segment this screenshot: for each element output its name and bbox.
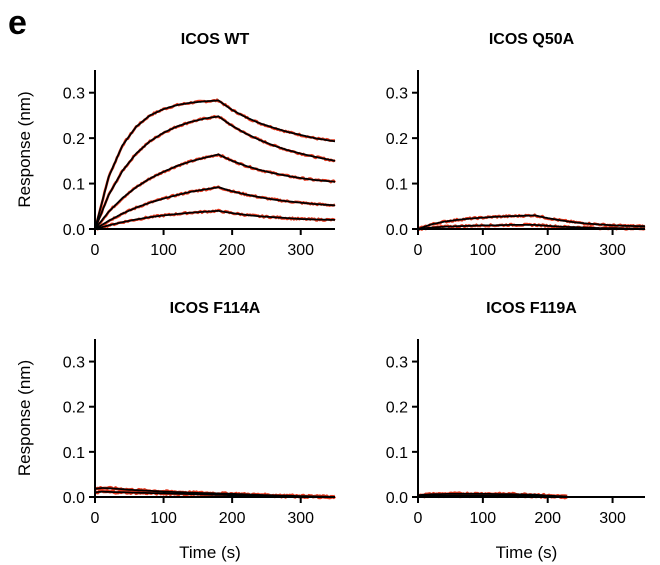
x-axis-label-icos-f114a: Time (s)	[179, 543, 241, 562]
y-tick-label: 0.2	[63, 131, 85, 148]
x-tick-label: 100	[470, 242, 497, 259]
x-tick-label: 200	[534, 242, 561, 259]
x-tick-label: 0	[414, 242, 423, 259]
fit-line-icos-wt-2	[94, 115, 336, 230]
y-tick-label: 0.1	[63, 177, 85, 194]
y-tick-label: 0.0	[63, 490, 85, 507]
x-tick-label: 300	[287, 242, 314, 259]
x-tick-label: 200	[219, 242, 246, 259]
x-tick-label: 200	[219, 510, 246, 527]
fit-line-icos-q50a-1	[417, 214, 646, 230]
y-tick-label: 0.1	[63, 445, 85, 462]
fit-line-icos-wt-1	[94, 99, 336, 230]
chart-title-icos-f119a: ICOS F119A	[486, 300, 577, 317]
panel-icos-wt: ICOS WT 0.0 0.1 0.2 0.3 0 100 200 300 Response (n…	[15, 31, 337, 259]
fit-line-icos-wt-4	[94, 186, 336, 230]
y-tick-label: 0.0	[63, 222, 85, 239]
panel-icos-q50a: ICOS Q50A 0.0 0.1 0.2 0.3 0 100 200 300	[386, 31, 646, 259]
y-tick-label: 0.1	[386, 177, 408, 194]
y-tick-label: 0.3	[386, 86, 408, 103]
data-trace-icos-wt-4	[94, 185, 336, 231]
x-tick-label: 300	[287, 510, 314, 527]
y-tick-label: 0.2	[386, 131, 408, 148]
x-tick-label: 300	[599, 242, 626, 259]
fit-line-icos-wt-5	[94, 209, 335, 230]
y-axis-label-icos-f114a: Response (nm)	[15, 360, 34, 476]
y-tick-label: 0.3	[386, 355, 408, 372]
chart-title-icos-wt: ICOS WT	[181, 31, 250, 48]
chart-title-icos-f114a: ICOS F114A	[170, 300, 261, 317]
x-axis-label-icos-f119a: Time (s)	[496, 543, 558, 562]
x-tick-label: 100	[150, 242, 177, 259]
y-tick-label: 0.2	[63, 400, 85, 417]
x-tick-label: 0	[91, 242, 100, 259]
fit-line-icos-f119a-1	[417, 492, 568, 498]
y-tick-label: 0.0	[386, 222, 408, 239]
panel-icos-f114a: ICOS F114A 0.0 0.1 0.2 0.3 0 100 200 300 Response…	[15, 300, 337, 562]
y-tick-label: 0.0	[386, 490, 408, 507]
y-tick-label: 0.3	[63, 355, 85, 372]
x-tick-label: 300	[599, 510, 626, 527]
panel-letter: e	[8, 4, 27, 42]
x-tick-label: 0	[414, 510, 423, 527]
y-tick-label: 0.3	[63, 86, 85, 103]
fit-line-icos-wt-3	[94, 153, 336, 230]
y-axis-label-icos-wt: Response (nm)	[15, 91, 34, 207]
x-tick-label: 100	[150, 510, 177, 527]
x-tick-label: 100	[470, 510, 497, 527]
panel-icos-f119a: ICOS F119A 0.0 0.1 0.2 0.3 0 100 200 300 Time (s)	[386, 300, 645, 562]
chart-title-icos-q50a: ICOS Q50A	[489, 31, 575, 48]
y-tick-label: 0.1	[386, 445, 408, 462]
x-tick-label: 200	[534, 510, 561, 527]
x-tick-label: 0	[91, 510, 100, 527]
y-tick-label: 0.2	[386, 400, 408, 417]
